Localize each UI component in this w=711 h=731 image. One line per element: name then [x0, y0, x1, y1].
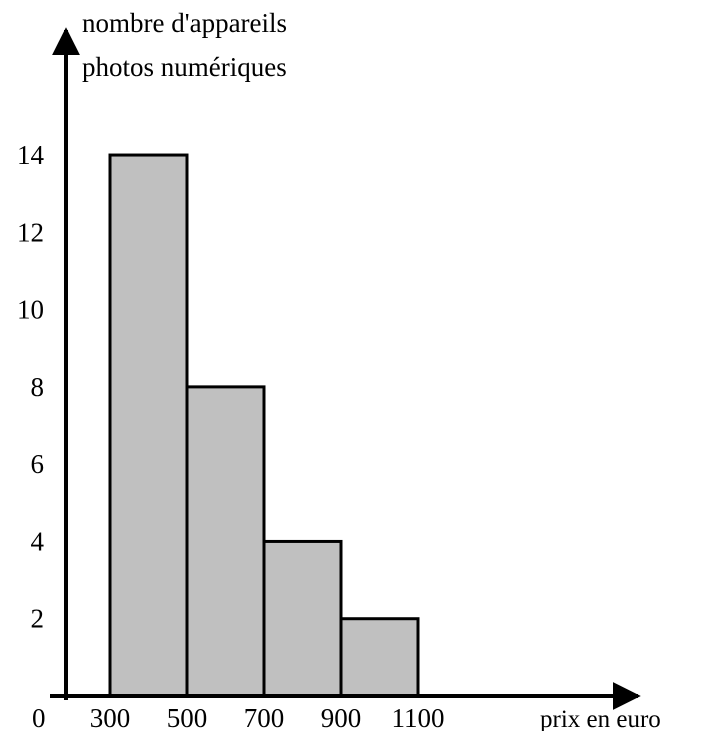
- y-tick-label: 12: [17, 217, 44, 247]
- origin-label: 0: [32, 703, 46, 731]
- y-tick-label: 2: [31, 604, 45, 634]
- y-tick-label: 14: [17, 140, 45, 170]
- x-tick-labels: 300 500 700 900 1100: [90, 703, 445, 731]
- y-tick-labels: 2 4 6 8 10 12 14: [17, 140, 45, 634]
- x-tick-label: 300: [90, 703, 131, 731]
- histogram-bar-300-500: [108, 153, 189, 698]
- x-axis-label: prix en euro: [540, 706, 661, 731]
- y-axis-label-line-2: photos numériques: [82, 52, 287, 82]
- histogram-bar-700-900: [262, 539, 343, 698]
- bar-group: [108, 153, 420, 698]
- x-tick-label: 900: [321, 703, 362, 731]
- y-tick-label: 6: [31, 449, 45, 479]
- x-tick-label: 1100: [392, 703, 445, 731]
- y-tick-label: 4: [31, 526, 45, 556]
- y-axis-label-line-1: nombre d'appareils: [82, 8, 287, 38]
- histogram-bar-900-1100: [339, 617, 420, 698]
- histogram-bar-500-700: [185, 385, 266, 698]
- x-tick-label: 500: [167, 703, 208, 731]
- y-tick-label: 8: [31, 372, 45, 402]
- y-tick-label: 10: [17, 295, 44, 325]
- x-tick-label: 700: [244, 703, 285, 731]
